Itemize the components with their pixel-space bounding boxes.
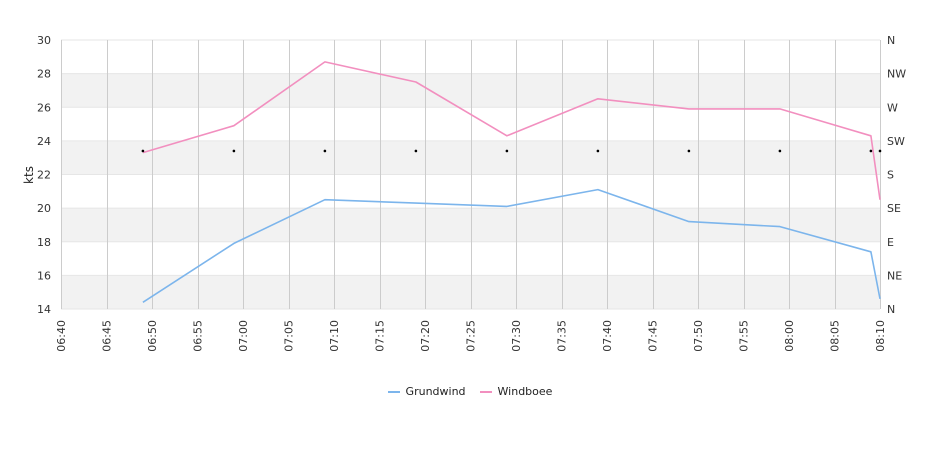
series-line-grundwind xyxy=(142,188,881,303)
direction-marker xyxy=(505,149,509,153)
y2-tick-label: S xyxy=(887,169,894,182)
direction-marker xyxy=(878,149,882,153)
x-tick-label: 07:05 xyxy=(283,320,296,352)
x-gridlines xyxy=(61,40,881,309)
y-tick-label: 18 xyxy=(37,236,51,249)
legend-label-windboee: Windboee xyxy=(497,385,553,398)
band xyxy=(61,107,880,141)
y2-tick-label: N xyxy=(887,303,895,316)
y-tick-label: 30 xyxy=(37,34,51,47)
direction-marker xyxy=(323,149,327,153)
band xyxy=(61,140,880,175)
y-tick-label: 24 xyxy=(37,135,51,148)
x-tick-label: 07:10 xyxy=(328,320,341,352)
y-tick-label: 28 xyxy=(37,68,51,81)
x-axis: 06:40 06:45 06:50 06:55 07:00 07:05 07:10 07:15… xyxy=(55,320,887,352)
band xyxy=(61,275,880,309)
direction-marker xyxy=(869,149,873,153)
x-tick-label: 07:20 xyxy=(419,320,432,352)
x-tick-label: 08:10 xyxy=(874,320,887,352)
y2-tick-label: SE xyxy=(887,202,901,215)
y-tick-label: 22 xyxy=(37,169,51,182)
y-tick-label: 20 xyxy=(37,202,51,215)
y2-tick-label: SW xyxy=(887,135,905,148)
y2-tick-label: NE xyxy=(887,269,902,282)
y-axis-right: N NE E SE S SW W NW N xyxy=(887,34,906,316)
series-line-windboee xyxy=(142,61,881,200)
legend-item-windboee[interactable]: Windboee xyxy=(479,385,553,398)
band xyxy=(61,73,880,108)
chart-bands xyxy=(61,39,880,310)
legend-swatch-grundwind xyxy=(387,390,400,393)
x-tick-label: 07:50 xyxy=(692,320,705,352)
y-tick-label: 26 xyxy=(37,101,51,114)
legend-item-grundwind[interactable]: Grundwind xyxy=(387,385,466,398)
x-tick-label: 07:15 xyxy=(374,320,387,352)
direction-marker xyxy=(687,149,691,153)
y-axis-left: 14 16 18 20 22 24 26 28 30 xyxy=(37,34,51,316)
y2-tick-label: NW xyxy=(887,68,906,81)
band xyxy=(61,174,880,209)
y2-tick-label: W xyxy=(887,101,898,114)
x-tick-label: 07:35 xyxy=(556,320,569,352)
legend-label-grundwind: Grundwind xyxy=(405,385,466,398)
direction-markers xyxy=(141,149,882,153)
x-tick-label: 08:05 xyxy=(829,320,842,352)
x-tick-label: 07:00 xyxy=(237,320,250,352)
series-lines xyxy=(142,61,881,303)
y-tick-label: 14 xyxy=(37,303,51,316)
x-tick-label: 07:55 xyxy=(738,320,751,352)
x-tick-label: 07:45 xyxy=(647,320,660,352)
x-tick-label: 07:25 xyxy=(465,320,478,352)
direction-marker xyxy=(414,149,418,153)
y2-tick-label: N xyxy=(887,34,895,47)
direction-marker xyxy=(778,149,782,153)
direction-marker xyxy=(596,149,600,153)
y2-tick-label: E xyxy=(887,236,894,249)
legend: Grundwind Windboee xyxy=(0,385,940,398)
band xyxy=(61,241,880,276)
x-tick-label: 07:30 xyxy=(510,320,523,352)
direction-marker xyxy=(232,149,236,153)
y-tick-label: 16 xyxy=(37,269,51,282)
x-tick-label: 06:40 xyxy=(55,320,68,352)
legend-swatch-windboee xyxy=(479,390,492,393)
direction-marker xyxy=(141,149,145,153)
x-tick-label: 06:55 xyxy=(192,320,205,352)
y-axis-label: kts xyxy=(22,166,36,184)
x-tick-label: 06:50 xyxy=(146,320,159,352)
x-tick-label: 07:40 xyxy=(601,320,614,352)
x-tick-label: 08:00 xyxy=(783,320,796,352)
band xyxy=(61,40,880,74)
x-tick-label: 06:45 xyxy=(101,320,114,352)
